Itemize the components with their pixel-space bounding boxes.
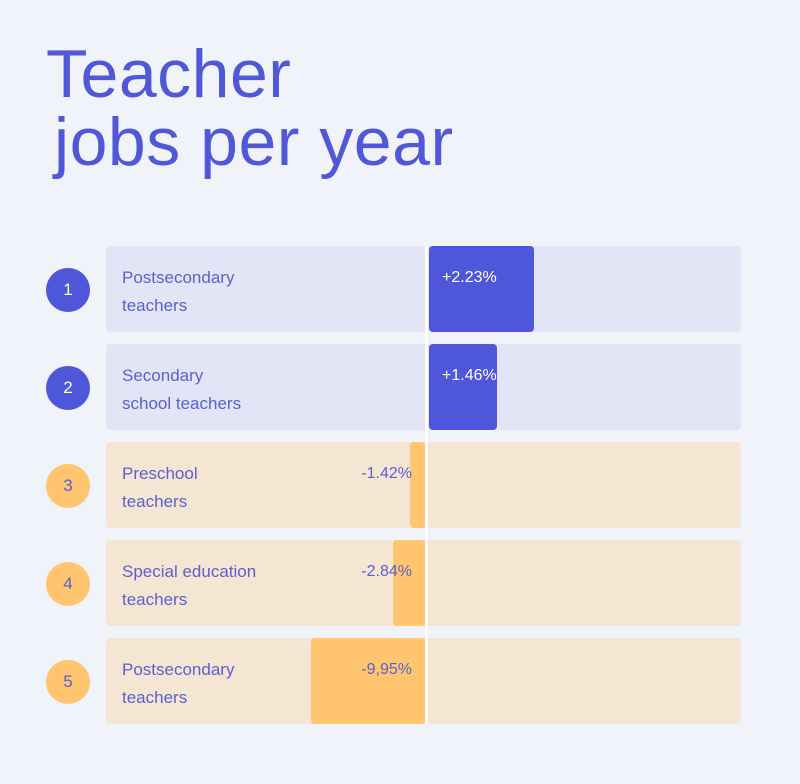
value-label: -9,95% <box>361 661 412 678</box>
data-bar <box>311 638 426 724</box>
data-bar <box>429 246 534 332</box>
title-line-1: Teacher <box>46 36 292 112</box>
bar-track <box>106 344 741 430</box>
chart-row: 1 Postsecondary teachers +2.23% <box>0 246 800 332</box>
rank-badge: 3 <box>46 464 90 508</box>
category-label: Preschool teachers <box>122 464 198 511</box>
chart-row: 4 Special education teachers -2.84% <box>0 540 800 626</box>
title-line-2: jobs per year <box>54 104 454 180</box>
value-label: +1.46% <box>442 367 497 384</box>
category-label: Special education teachers <box>122 562 257 609</box>
category-label: Secondary school teachers <box>122 366 242 413</box>
value-label: -2.84% <box>361 563 412 580</box>
rank-badge: 5 <box>46 660 90 704</box>
category-label: Postsecondary teachers <box>122 660 235 707</box>
data-bar <box>409 442 426 528</box>
chart-row: 2 Secondary school teachers +1.46% <box>0 344 800 430</box>
rank-badge: 2 <box>46 366 90 410</box>
data-bar <box>393 540 426 626</box>
rank-badge: 1 <box>46 268 90 312</box>
value-label: -1.42% <box>361 465 412 482</box>
zero-axis-line <box>425 246 428 724</box>
chart-row: 3 Preschool teachers -1.42% <box>0 442 800 528</box>
chart-row: 5 Postsecondary teachers -9,95% <box>0 638 800 724</box>
bar-track <box>106 246 741 332</box>
category-label: Postsecondary teachers <box>122 268 235 315</box>
value-label: +2.23% <box>442 269 497 286</box>
page-title: Teacher jobs per year <box>46 40 454 176</box>
rank-badge: 4 <box>46 562 90 606</box>
data-bar <box>429 344 497 430</box>
